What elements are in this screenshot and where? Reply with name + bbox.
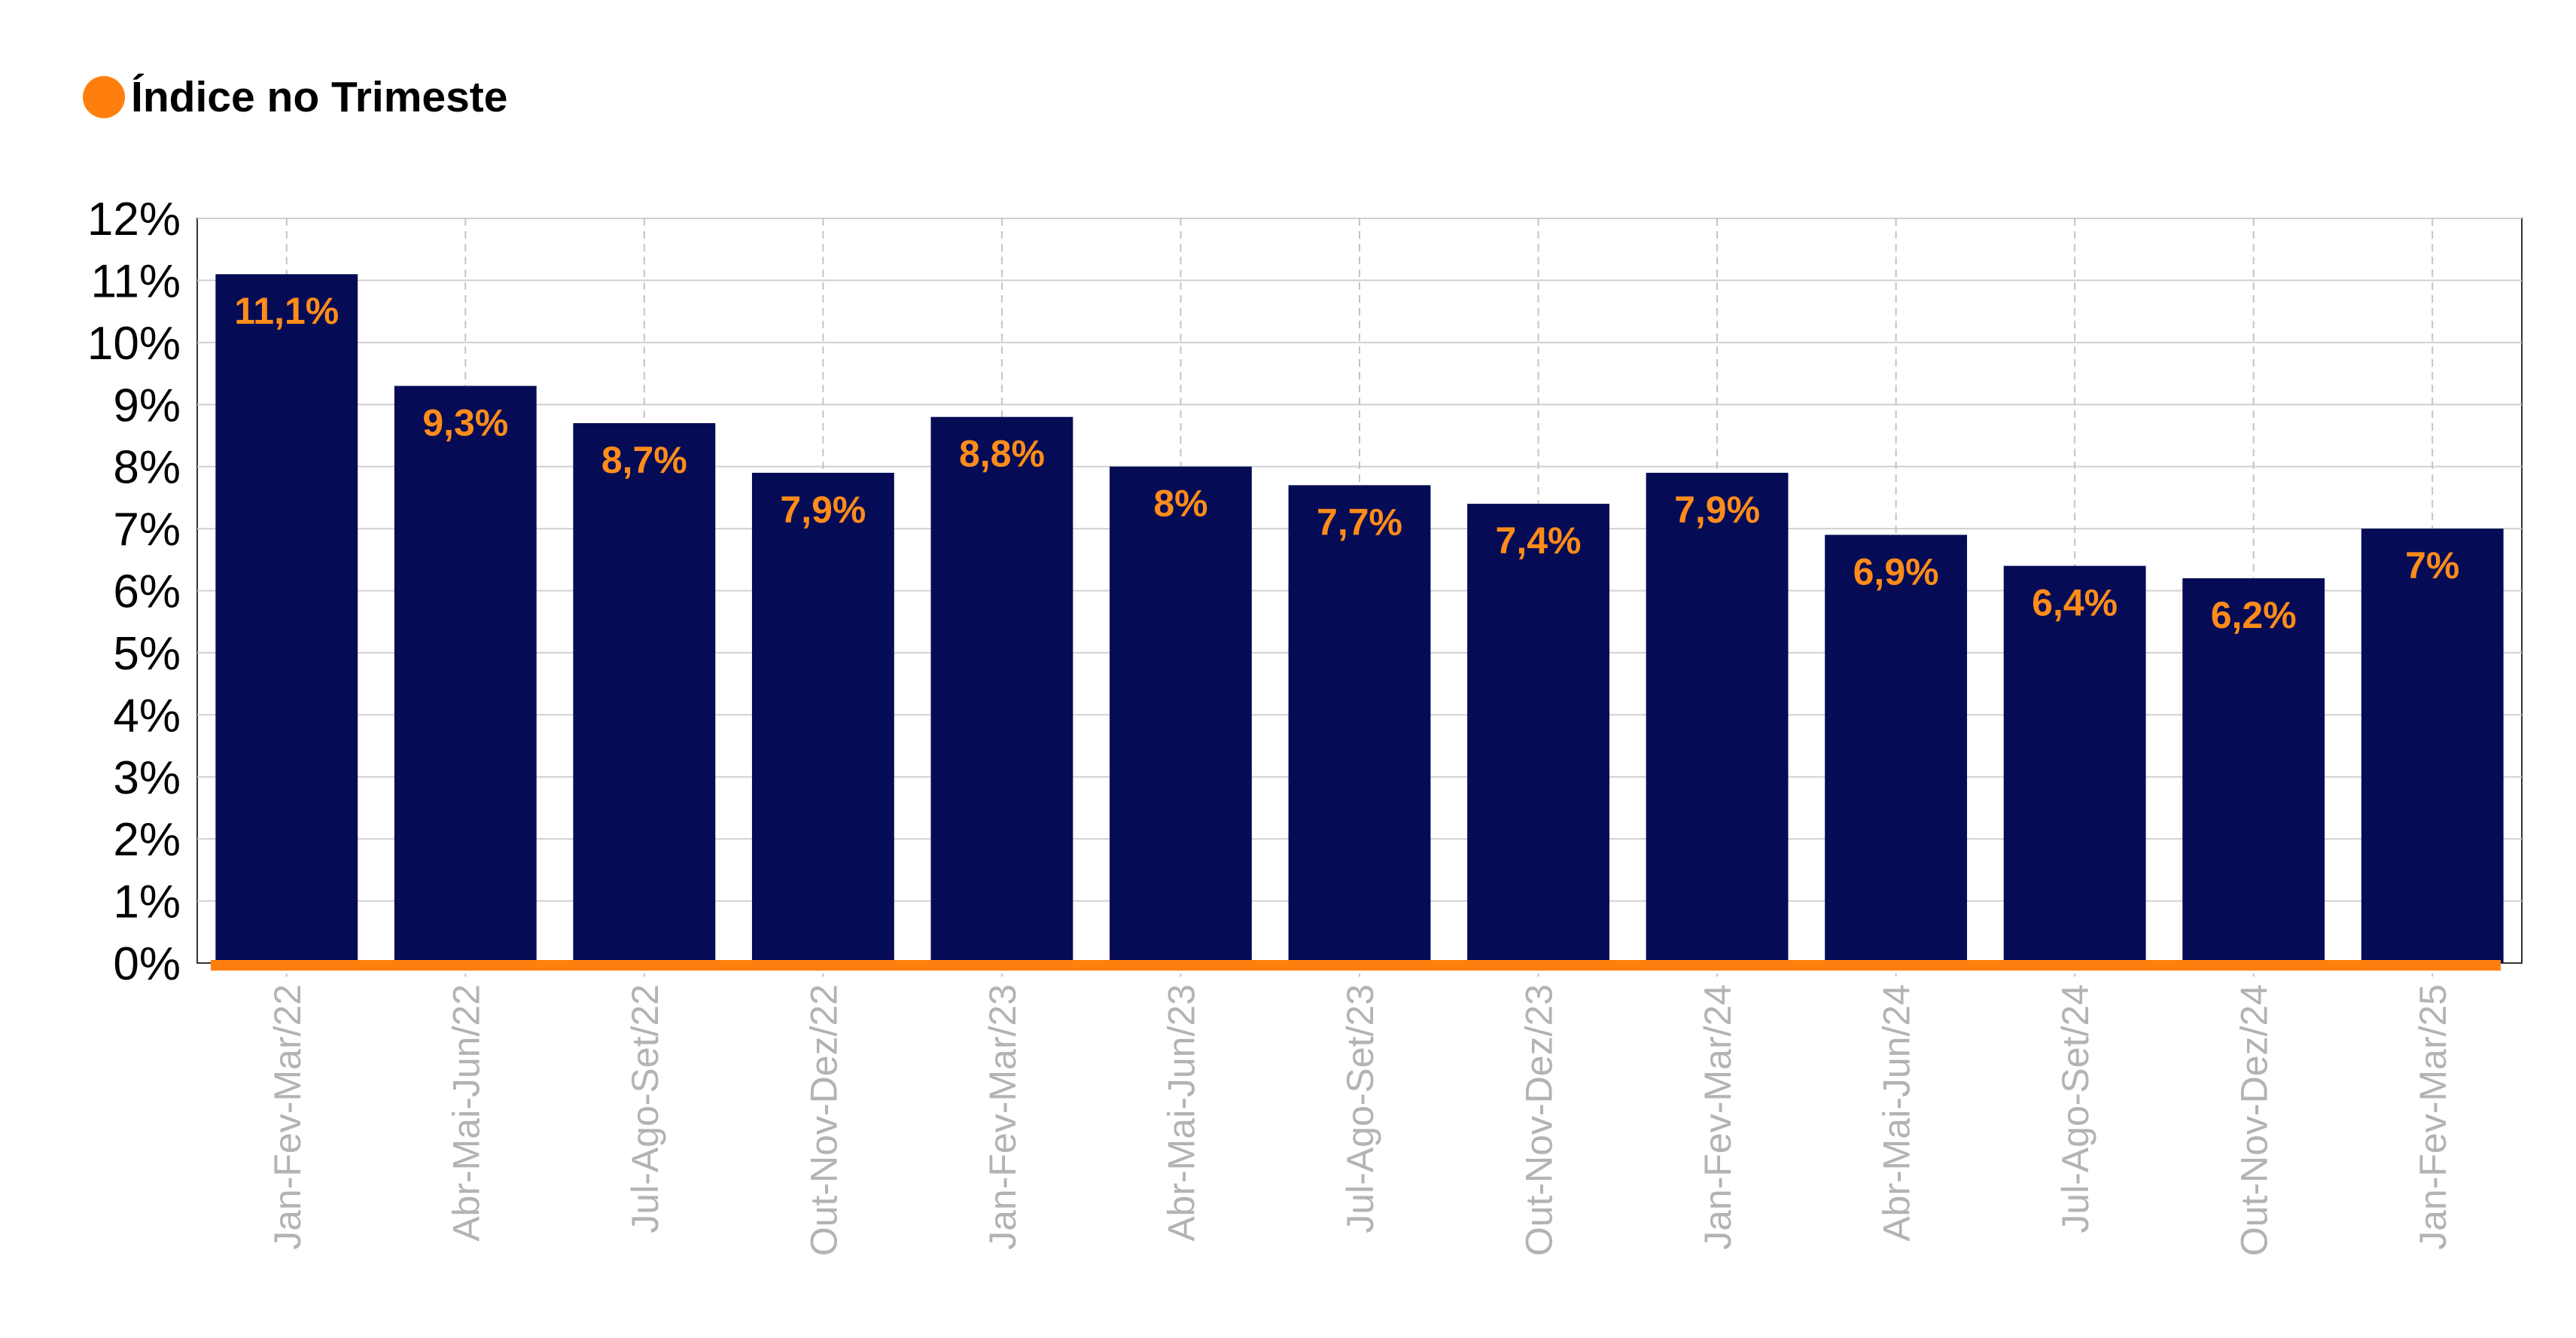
x-tick-label: Abr-Mai-Jun/24 — [1876, 984, 1918, 1242]
x-tick-label: Out-Nov-Dez/23 — [1518, 984, 1561, 1256]
x-tick-label: Jan-Fev-Mar/22 — [266, 984, 309, 1250]
y-tick-label: 6% — [113, 566, 181, 618]
bar — [751, 472, 894, 963]
y-tick-label: 5% — [113, 628, 181, 680]
legend-label: Índice no Trimeste — [131, 73, 508, 121]
bar-value-label: 7,9% — [1674, 489, 1760, 531]
bar — [215, 274, 358, 963]
bar-value-label: 7,7% — [1317, 501, 1402, 543]
x-tick-label: Jul-Ago-Set/23 — [1339, 984, 1381, 1233]
y-tick-label: 1% — [113, 876, 181, 928]
x-tick-label: Out-Nov-Dez/22 — [802, 984, 845, 1256]
bar-value-label: 6,4% — [2032, 582, 2118, 624]
bar-value-label: 7,9% — [780, 489, 866, 531]
bar — [2361, 529, 2504, 963]
y-tick-label: 11% — [91, 255, 181, 307]
x-tick-label: Jan-Fev-Mar/24 — [1697, 984, 1739, 1250]
baseline — [211, 960, 2501, 971]
bar-value-label: 11,1% — [234, 290, 339, 332]
y-tick-label: 4% — [113, 690, 181, 742]
y-tick-label: 3% — [113, 752, 181, 804]
bar — [2003, 565, 2146, 963]
x-tick-label: Jan-Fev-Mar/23 — [982, 984, 1024, 1250]
bar-value-label: 8% — [1153, 483, 1207, 525]
legend: Índice no Trimeste — [83, 72, 507, 122]
bar — [573, 422, 716, 963]
y-tick-label: 8% — [113, 442, 181, 494]
bar — [394, 386, 537, 963]
bar — [1110, 466, 1252, 963]
y-tick-label: 0% — [113, 938, 181, 990]
x-tick-label: Abr-Mai-Jun/22 — [445, 984, 487, 1242]
bar-value-label: 9,3% — [422, 402, 508, 444]
x-tick-label: Jul-Ago-Set/22 — [624, 984, 666, 1233]
bar — [1825, 535, 1968, 963]
y-tick-label: 2% — [113, 814, 181, 866]
bar — [2182, 578, 2325, 963]
x-tick-label: Jul-Ago-Set/24 — [2054, 984, 2096, 1233]
bar-value-label: 8,7% — [601, 439, 687, 481]
y-tick-label: 9% — [113, 379, 181, 431]
legend-marker — [83, 76, 125, 118]
x-tick-label: Abr-Mai-Jun/23 — [1160, 984, 1202, 1242]
bar-value-label: 7,4% — [1496, 520, 1582, 562]
x-tick-label: Jan-Fev-Mar/25 — [2412, 984, 2454, 1250]
bar — [1288, 485, 1431, 963]
bar — [1646, 472, 1789, 963]
bar-value-label: 6,2% — [2211, 594, 2297, 636]
bar-value-label: 7% — [2405, 544, 2459, 587]
bar-value-label: 8,8% — [959, 433, 1045, 475]
bar — [1467, 504, 1609, 963]
y-tick-label: 7% — [113, 504, 181, 556]
bar-value-label: 6,9% — [1853, 550, 1939, 593]
x-tick-label: Out-Nov-Dez/24 — [2233, 984, 2276, 1256]
y-tick-label: 12% — [87, 194, 181, 245]
bar — [930, 416, 1073, 963]
y-tick-label: 10% — [87, 318, 181, 370]
